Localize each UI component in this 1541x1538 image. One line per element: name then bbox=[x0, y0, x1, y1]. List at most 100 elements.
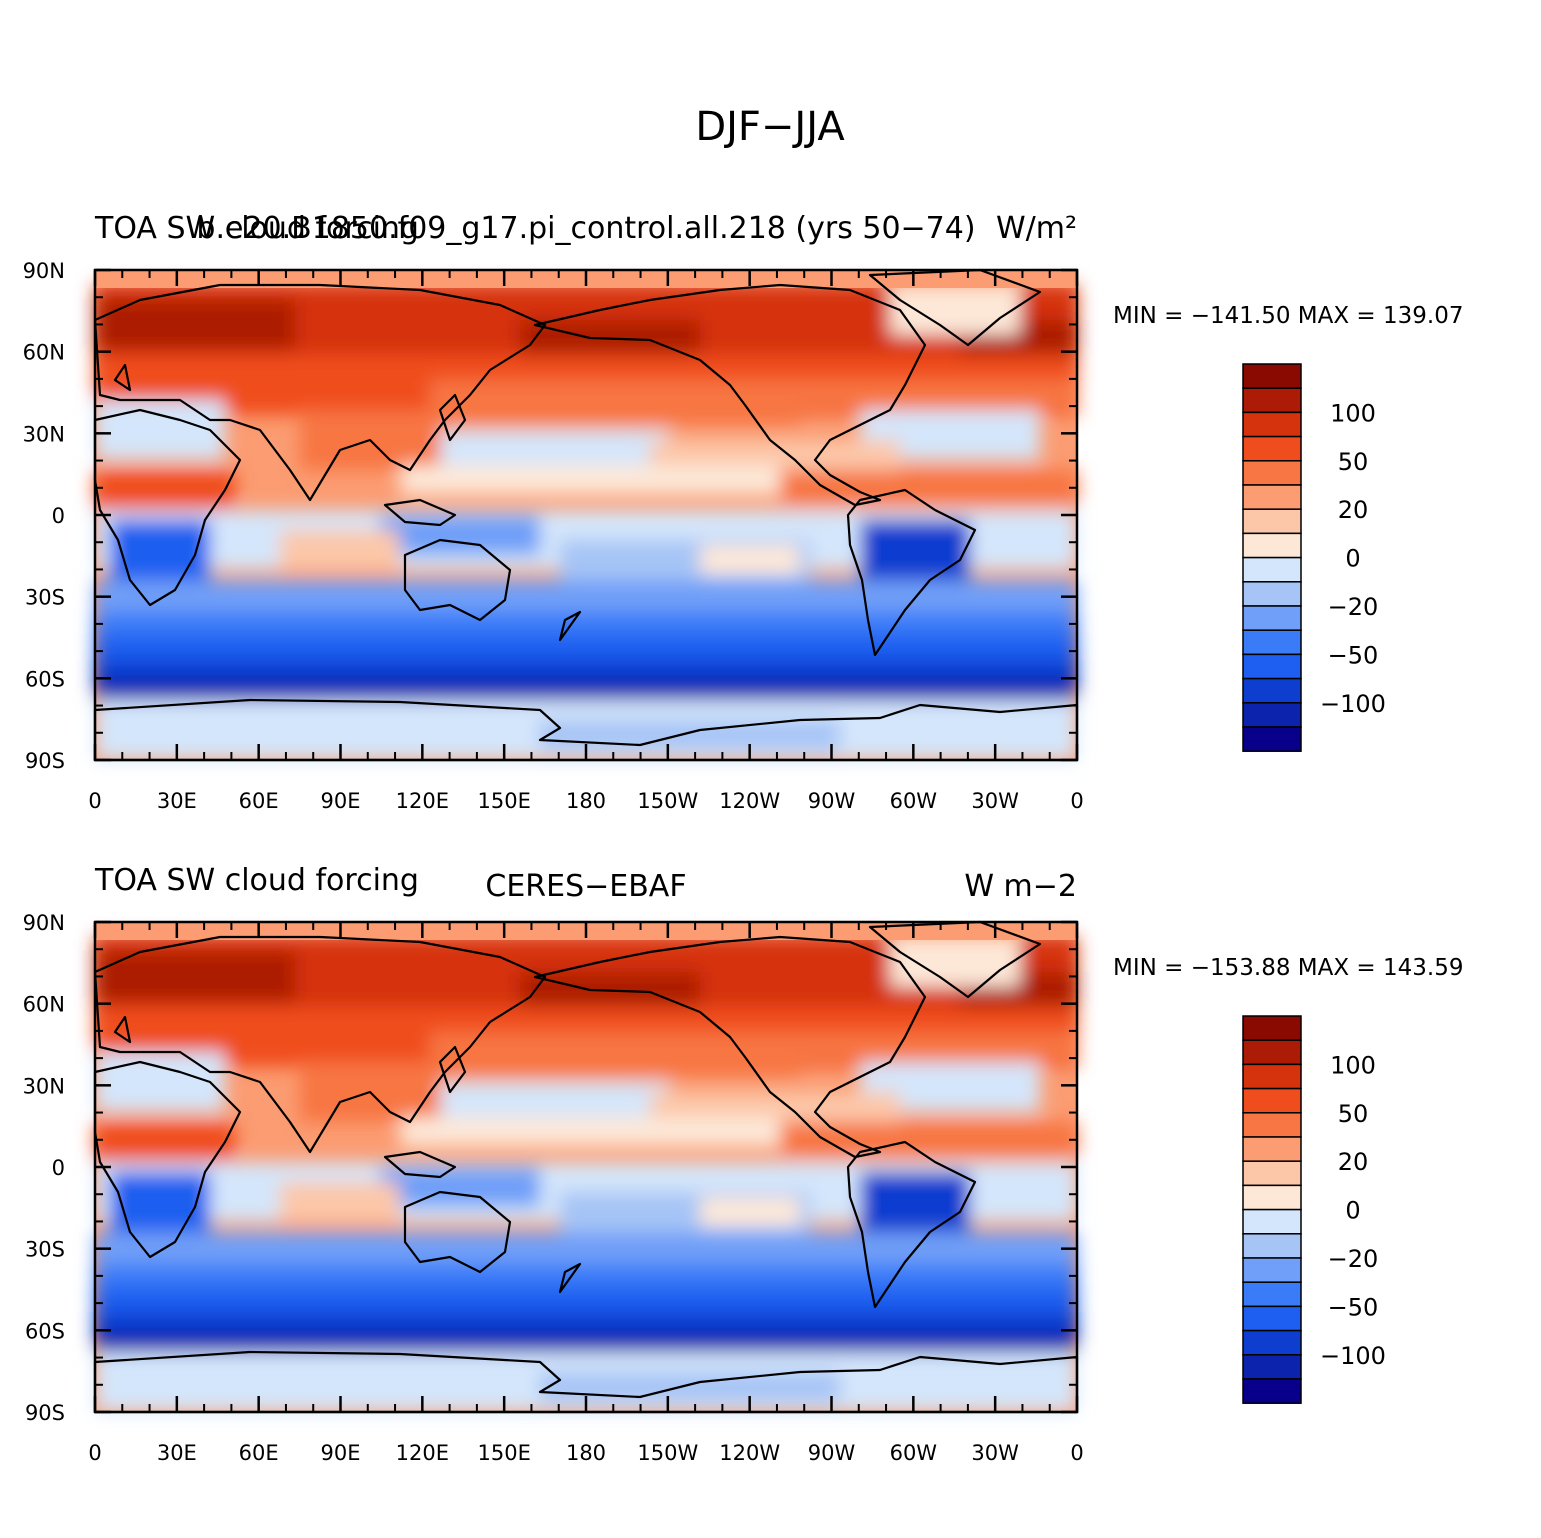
colorbar-label: −100 bbox=[1320, 690, 1386, 718]
y-tick-label: 60N bbox=[23, 993, 65, 1017]
colorbar-box bbox=[1242, 435, 1302, 462]
colorbar-label: 20 bbox=[1338, 496, 1369, 524]
map-field bbox=[95, 922, 1077, 1412]
colorbar-label: −20 bbox=[1328, 593, 1379, 621]
x-tick-label: 120E bbox=[396, 789, 449, 813]
x-tick-label: 60W bbox=[890, 789, 938, 813]
x-tick-label: 0 bbox=[1070, 789, 1083, 813]
colorbar-box bbox=[1242, 1136, 1302, 1162]
colorbar-box bbox=[1242, 508, 1302, 535]
colorbar-box bbox=[1242, 1112, 1302, 1138]
colorbar-box bbox=[1242, 1063, 1302, 1090]
x-tick-label: 180 bbox=[566, 789, 606, 813]
y-tick-label: 90N bbox=[23, 911, 65, 935]
y-tick-label: 30N bbox=[23, 422, 65, 446]
x-tick-label: 30W bbox=[971, 1441, 1019, 1465]
right-title: W/m² bbox=[996, 211, 1077, 246]
colorbar-label: 20 bbox=[1338, 1148, 1369, 1176]
y-axis-left: 90N 60N 30N 0 30S 60S 90S bbox=[23, 259, 1077, 773]
left-title: TOA SW cloud forcing bbox=[94, 211, 419, 246]
colorbar-box bbox=[1242, 1257, 1302, 1283]
colorbar-box bbox=[1242, 702, 1302, 728]
y-tick-label: 0 bbox=[52, 1156, 65, 1180]
colorbar-box bbox=[1242, 532, 1302, 559]
panel-model: 90N 60N 30N 0 30S 60S 90S 0 30E 60E 90E 120E 150E 18… bbox=[23, 211, 1464, 813]
figure-title: DJF−JJA bbox=[695, 104, 845, 150]
colorbar-box bbox=[1242, 387, 1302, 414]
y-tick-label: 90S bbox=[25, 749, 65, 773]
x-tick-label: 30E bbox=[157, 789, 197, 813]
colorbar-label: −50 bbox=[1328, 641, 1379, 669]
x-tick-label: 60W bbox=[890, 1441, 938, 1465]
colorbar-label: −20 bbox=[1328, 1245, 1379, 1273]
colorbar-box bbox=[1242, 484, 1302, 510]
x-tick-label: 120W bbox=[719, 1441, 780, 1465]
colorbar-box bbox=[1242, 1281, 1302, 1308]
y-tick-label: 30N bbox=[23, 1074, 65, 1098]
colorbar-label: −50 bbox=[1328, 1293, 1379, 1321]
x-tick-label: 60E bbox=[239, 1441, 279, 1465]
colorbar-box bbox=[1242, 1039, 1302, 1066]
colorbar-box bbox=[1242, 363, 1302, 389]
center-title: CERES−EBAF bbox=[485, 869, 686, 904]
x-tick-label: 120W bbox=[719, 789, 780, 813]
colorbar-box bbox=[1242, 1354, 1302, 1380]
y-tick-label: 60S bbox=[25, 1319, 65, 1343]
colorbar-label: 50 bbox=[1338, 1100, 1369, 1128]
colorbar-label: 0 bbox=[1345, 1197, 1360, 1225]
x-tick-label: 90W bbox=[808, 789, 856, 813]
colorbar-box bbox=[1242, 1160, 1302, 1187]
y-tick-label: 90S bbox=[25, 1401, 65, 1425]
panel-observations: 90N 60N 30N 0 30S 60S 90S 0 30E 60E 90E 120E 150E 18… bbox=[23, 863, 1464, 1465]
y-tick-label: 30S bbox=[25, 586, 65, 610]
colorbar-box bbox=[1242, 1329, 1302, 1356]
colorbar-box bbox=[1242, 726, 1302, 752]
colorbar-box bbox=[1242, 1184, 1302, 1211]
y-tick-label: 60N bbox=[23, 341, 65, 365]
colorbar-box bbox=[1242, 581, 1302, 607]
colorbar-label: 100 bbox=[1330, 1051, 1376, 1079]
x-tick-label: 120E bbox=[396, 1441, 449, 1465]
y-tick-label: 30S bbox=[25, 1238, 65, 1262]
colorbar-label: 0 bbox=[1345, 545, 1360, 573]
x-tick-label: 0 bbox=[88, 1441, 101, 1465]
colorbar-box bbox=[1242, 1208, 1302, 1235]
y-axis-left: 90N 60N 30N 0 30S 60S 90S bbox=[23, 911, 1077, 1425]
colorbar-box bbox=[1242, 629, 1302, 656]
x-tick-label: 30W bbox=[971, 789, 1019, 813]
x-axis-bottom: 0 30E 60E 90E 120E 150E 180 150W 120W 90W 60W 30W 0 bbox=[88, 922, 1084, 1465]
colorbar-label: −100 bbox=[1320, 1342, 1386, 1370]
right-title: W m−2 bbox=[964, 869, 1077, 904]
colorbar-box bbox=[1242, 1233, 1302, 1259]
colorbar-box bbox=[1242, 1378, 1302, 1404]
x-tick-label: 0 bbox=[88, 789, 101, 813]
x-tick-label: 90E bbox=[321, 1441, 361, 1465]
colorbar-box bbox=[1242, 605, 1302, 631]
x-tick-label: 60E bbox=[239, 789, 279, 813]
map-field bbox=[95, 270, 1077, 760]
colorbar-label: 50 bbox=[1338, 448, 1369, 476]
x-tick-label: 30E bbox=[157, 1441, 197, 1465]
colorbar-box bbox=[1242, 556, 1302, 583]
colorbar-box bbox=[1242, 1087, 1302, 1114]
x-tick-label: 150E bbox=[477, 1441, 530, 1465]
x-tick-label: 150E bbox=[477, 789, 530, 813]
colorbar-box bbox=[1242, 653, 1302, 680]
x-tick-label: 90W bbox=[808, 1441, 856, 1465]
colorbar-box bbox=[1242, 1015, 1302, 1041]
x-tick-label: 150W bbox=[637, 1441, 698, 1465]
center-title: b.e20.B1850.f09_g17.pi_control.all.218 (… bbox=[196, 211, 975, 246]
colorbar-box bbox=[1242, 411, 1302, 438]
colorbar: 100 50 20 0 −20 −50 −100 bbox=[1242, 1015, 1386, 1404]
colorbar-label: 100 bbox=[1330, 399, 1376, 427]
min-max-label: MIN = −153.88 MAX = 143.59 bbox=[1113, 955, 1464, 981]
colorbar: 100 50 20 0 −20 −50 −100 bbox=[1242, 363, 1386, 752]
min-max-label: MIN = −141.50 MAX = 139.07 bbox=[1113, 303, 1464, 329]
left-title: TOA SW cloud forcing bbox=[94, 863, 419, 898]
colorbar-box bbox=[1242, 677, 1302, 704]
colorbar-box bbox=[1242, 1305, 1302, 1332]
x-tick-label: 0 bbox=[1070, 1441, 1083, 1465]
x-tick-label: 150W bbox=[637, 789, 698, 813]
x-tick-label: 180 bbox=[566, 1441, 606, 1465]
